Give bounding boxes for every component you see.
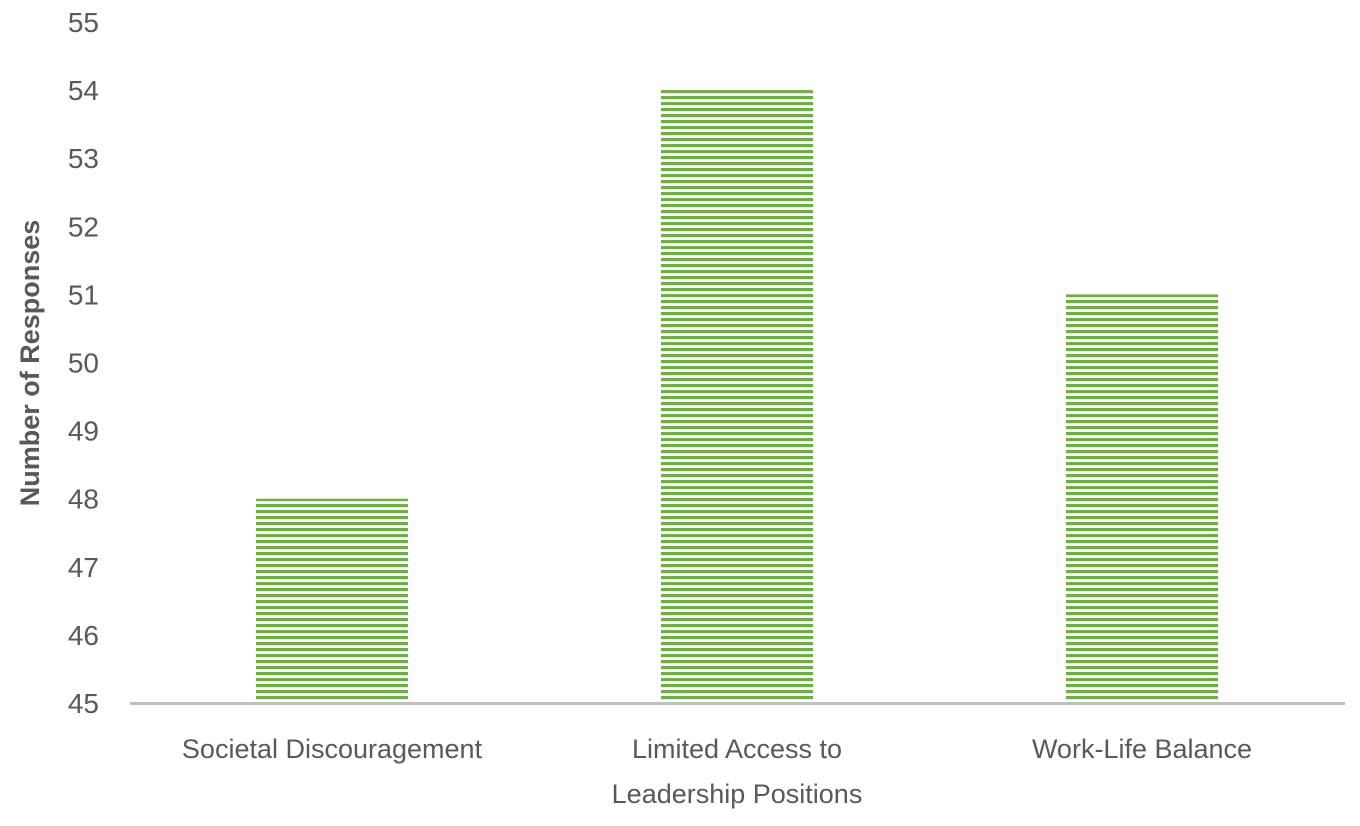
bar-1 [256, 498, 408, 703]
y-tick-label: 45 [68, 688, 99, 719]
y-tick-label: 55 [68, 7, 99, 38]
bars-layer [256, 90, 1218, 704]
y-tick-labels: 45 46 47 48 49 50 51 52 53 54 55 [68, 7, 99, 719]
y-tick-label: 46 [68, 620, 99, 651]
x-category-labels: Societal Discouragement Limited Access to… [182, 734, 1252, 809]
y-tick-label: 52 [68, 211, 99, 242]
x-category-label: Societal Discouragement [182, 734, 483, 764]
y-tick-label: 50 [68, 348, 99, 379]
y-tick-label: 48 [68, 484, 99, 515]
y-tick-label: 51 [68, 279, 99, 310]
y-tick-label: 47 [68, 552, 99, 583]
y-tick-label: 49 [68, 416, 99, 447]
y-tick-label: 54 [68, 75, 99, 106]
y-tick-label: 53 [68, 143, 99, 174]
y-axis-title: Number of Responses [15, 220, 45, 507]
x-category-label: Limited Access to Leadership Positions [612, 734, 863, 809]
x-category-label: Work-Life Balance [1032, 734, 1252, 764]
bar-2 [661, 90, 813, 704]
bar-3 [1066, 294, 1218, 703]
